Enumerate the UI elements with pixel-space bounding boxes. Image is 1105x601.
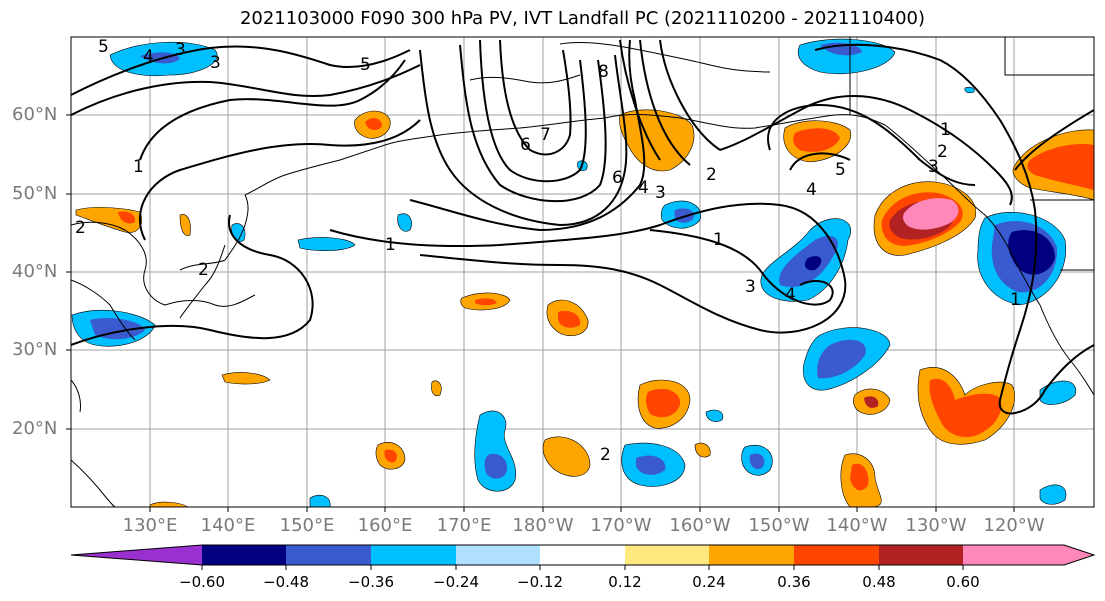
colorbar	[70, 544, 1096, 570]
contour-label: 2	[198, 260, 209, 280]
lon-label: 130°E	[122, 515, 178, 536]
colorbar-tick-label: 0.36	[777, 573, 811, 591]
lon-label: 140°E	[200, 515, 256, 536]
colorbar-tick-label: −0.36	[348, 573, 394, 591]
lon-label: 180°W	[512, 515, 574, 536]
lon-label: 170°E	[436, 515, 492, 536]
colorbar-segment	[879, 545, 963, 565]
colorbar-segment	[456, 545, 540, 565]
contour-label: 2	[600, 445, 611, 465]
pv-contours	[71, 39, 1094, 415]
contour-label: 2	[706, 165, 717, 185]
colorbar-extend-high	[963, 545, 1094, 565]
colorbar-tick-label: −0.12	[517, 573, 563, 591]
colorbar-tick-label: 0.48	[862, 573, 896, 591]
contour-label: 3	[655, 183, 666, 203]
colorbar-tick-label: −0.24	[433, 573, 479, 591]
colorbar-segment	[202, 545, 286, 565]
contour-label: 1	[940, 120, 951, 140]
colorbar-segment	[625, 545, 709, 565]
lat-label: 40°N	[12, 261, 58, 282]
lon-label: 150°W	[748, 515, 810, 536]
contour-label: 4	[806, 180, 817, 200]
lon-label: 150°E	[279, 515, 335, 536]
contour-label: 7	[540, 125, 551, 145]
colorbar-segment	[286, 545, 371, 565]
colorbar-tick-label: 0.60	[946, 573, 980, 591]
contour-label: 3	[175, 40, 186, 60]
positive-anomaly-fills	[75, 109, 1094, 507]
axis-ticks	[66, 114, 1015, 512]
colorbar-tick-label: −0.60	[179, 573, 225, 591]
colorbar-tick-label: 0.12	[608, 573, 642, 591]
contour-label: 5	[835, 160, 846, 180]
contour-label: 3	[210, 53, 221, 73]
lon-label: 170°W	[590, 515, 652, 536]
contour-label: 5	[98, 37, 109, 57]
contour-label: 4	[785, 285, 796, 305]
contour-label: 3	[745, 277, 756, 297]
contour-label: 1	[1010, 290, 1021, 310]
colorbar-segment	[709, 545, 794, 565]
contour-label: 1	[133, 157, 144, 177]
lon-label: 140°W	[826, 515, 888, 536]
contour-label: 6	[520, 135, 531, 155]
lon-label: 160°W	[669, 515, 731, 536]
contour-label: 1	[713, 230, 724, 250]
lat-label: 20°N	[12, 418, 58, 439]
contour-label: 8	[598, 62, 609, 82]
lon-label: 160°E	[357, 515, 413, 536]
colorbar-extend-low	[71, 545, 202, 565]
colorbar-segment	[794, 545, 879, 565]
colorbar-tick-label: 0.24	[692, 573, 726, 591]
contour-label: 2	[937, 142, 948, 162]
colorbar-segment	[540, 545, 625, 565]
lat-label: 50°N	[12, 183, 58, 204]
colorbar-segment	[371, 545, 456, 565]
contour-label: 4	[143, 47, 154, 67]
contour-label: 3	[928, 157, 939, 177]
contour-label: 2	[75, 218, 86, 238]
contour-label: 4	[638, 178, 649, 198]
map-title: 2021103000 F090 300 hPa PV, IVT Landfall…	[239, 8, 926, 29]
colorbar-tick-label: −0.48	[263, 573, 309, 591]
lon-label: 120°W	[983, 515, 1045, 536]
contour-label: 1	[385, 235, 396, 255]
lat-label: 60°N	[12, 104, 58, 125]
contour-label: 6	[612, 168, 623, 188]
lon-label: 130°W	[905, 515, 967, 536]
contour-label: 5	[360, 55, 371, 75]
lat-label: 30°N	[12, 339, 58, 360]
contour-labels: 5 4 3 1 5 6 7 8 1 6 4 3 2 1 2 3 4 5 1 2 …	[75, 37, 1021, 465]
